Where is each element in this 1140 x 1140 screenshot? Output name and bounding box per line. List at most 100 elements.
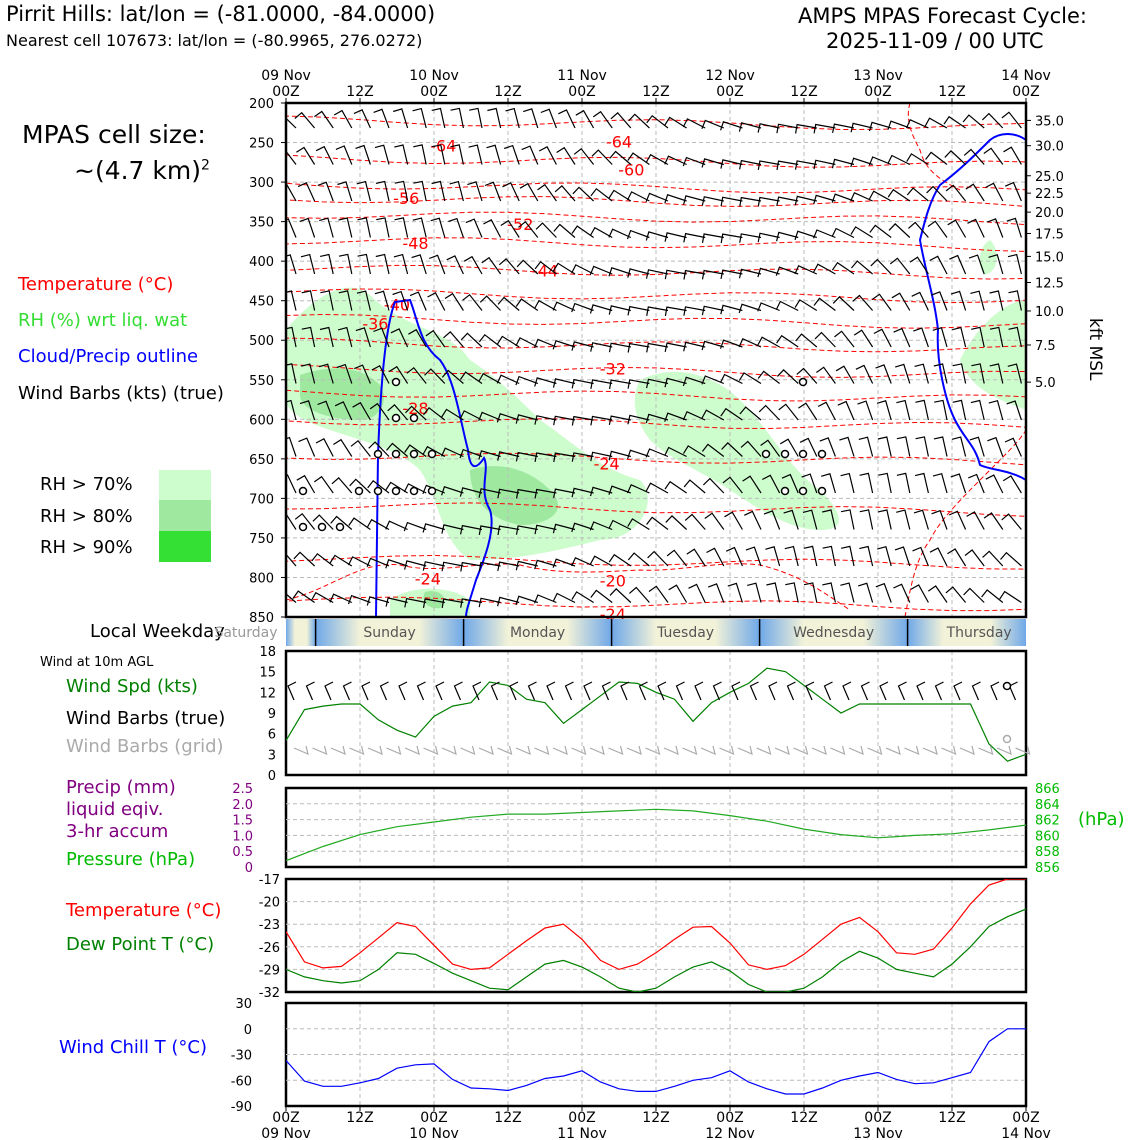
wind-barb	[989, 363, 1004, 384]
wind-barb	[962, 114, 985, 129]
wind-barb	[757, 336, 780, 348]
wind-barb	[294, 512, 316, 530]
wind-barb	[347, 556, 371, 567]
pressure-level-label: 300	[249, 176, 274, 191]
wind-barb	[933, 436, 948, 457]
wind-barb	[534, 377, 557, 387]
wind-barb	[952, 326, 967, 348]
wind-barb	[802, 509, 818, 530]
wind-barb	[840, 545, 855, 567]
calm-wind-circle	[798, 377, 808, 387]
wind-barb	[386, 442, 408, 457]
bottom-date-label: 14 Nov	[1001, 1126, 1051, 1140]
wind-barb	[515, 414, 538, 424]
temperature-contour	[286, 196, 1026, 207]
wind-barb	[483, 218, 502, 238]
wind-barb-10m-true	[342, 681, 352, 701]
wind-barbs-true-label: Wind Barbs (true)	[66, 708, 226, 729]
wind-barb	[404, 444, 427, 457]
wind-barb	[523, 108, 539, 129]
wind-barb	[951, 436, 967, 457]
wind-barb	[338, 217, 353, 238]
wind-barb	[422, 523, 445, 533]
windchill-panel-tick-label: 30	[235, 997, 252, 1012]
bottom-hour-label: 00Z	[568, 1110, 595, 1126]
wind-barb	[608, 305, 631, 315]
wind-barb	[645, 448, 669, 458]
calm-wind-circle	[798, 449, 808, 459]
wind-barb	[894, 546, 911, 567]
rh70-region-east-small	[979, 240, 997, 275]
wind-barb	[286, 363, 297, 384]
calm-wind-circle	[391, 413, 401, 423]
temperature-line	[286, 879, 1026, 971]
wind-barb	[775, 266, 799, 276]
wind-barb	[813, 297, 836, 311]
wind-barb	[795, 333, 818, 348]
wind-barb	[357, 253, 371, 275]
calm-wind-circle	[409, 486, 419, 496]
wind-barb	[368, 441, 390, 457]
wind-barb	[738, 303, 762, 314]
wind-barb	[932, 327, 948, 348]
wind-barb-10m-grid	[904, 745, 920, 756]
wind-barb	[413, 144, 427, 165]
wind-barb	[701, 119, 725, 130]
wind-barb	[478, 561, 501, 572]
wind-barb	[409, 291, 427, 311]
bottom-hour-label: 12Z	[790, 1110, 817, 1126]
wind-barb	[950, 473, 967, 494]
wind-barb	[701, 409, 725, 421]
wind-barb-10m-grid	[552, 745, 568, 756]
wind-barb-10m-grid	[423, 745, 439, 756]
wind-barb	[775, 300, 799, 312]
wind-barb	[776, 160, 799, 171]
wind-barb	[701, 340, 724, 351]
wind-barb	[313, 475, 334, 494]
wind-barb-10m-true	[953, 681, 963, 701]
temperature-contour-label: -44	[532, 262, 558, 281]
wind-barb	[590, 379, 613, 390]
wind-barb	[478, 333, 501, 348]
wind-barb	[571, 522, 594, 533]
wind-barb	[589, 304, 613, 314]
wind-barb	[683, 269, 706, 280]
pressure-line	[286, 808, 1026, 862]
wind-barb	[515, 595, 538, 606]
cell-size-exponent: 2	[201, 157, 210, 174]
wind-barb	[1007, 363, 1022, 384]
wind-barb	[317, 181, 334, 202]
wind-barb	[739, 159, 762, 170]
wind-barb	[742, 475, 762, 494]
wind-barb	[896, 399, 911, 421]
wind-barb	[367, 479, 390, 494]
wind-barb	[286, 553, 297, 567]
wind-barb	[312, 514, 334, 530]
wind-barb	[427, 291, 446, 311]
top-hour-label: 12Z	[346, 84, 373, 100]
wind-barb-10m-grid	[571, 745, 587, 756]
wind-barb	[353, 109, 371, 129]
wind-barb	[462, 293, 483, 311]
wind-barb	[537, 183, 557, 202]
calm-wind-circle	[391, 486, 401, 496]
wind-barb	[1001, 513, 1022, 530]
wind-barb	[896, 509, 911, 530]
wind-barb-10m-true	[583, 681, 593, 701]
wind-barb	[896, 436, 911, 457]
wind-barb	[626, 229, 650, 240]
temperature-contour	[286, 596, 1026, 612]
weekday-name: Thursday	[946, 625, 1012, 641]
wind-barb-10m-true	[435, 681, 445, 701]
wind-barb	[757, 370, 780, 384]
wind-barb	[839, 436, 855, 457]
wind-barb	[571, 264, 594, 275]
wind-barb	[664, 446, 687, 458]
wind-barb	[778, 403, 799, 421]
wind-barb-10m-grid	[700, 745, 716, 756]
wind-barb	[745, 546, 762, 567]
wind-barb	[366, 518, 390, 531]
temperature-panel-tick-label: -26	[259, 941, 280, 956]
wind-barb	[352, 401, 371, 421]
wind-barb	[785, 582, 799, 603]
